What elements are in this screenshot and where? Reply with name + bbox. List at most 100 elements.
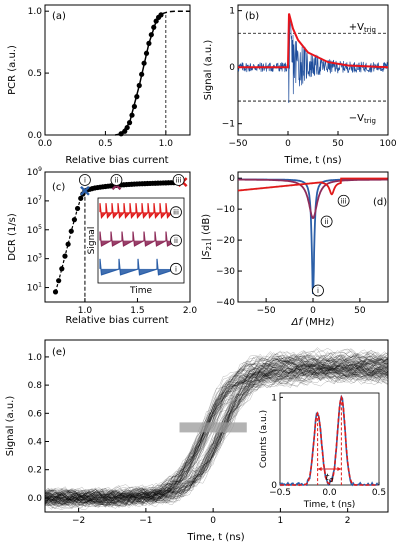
panel-c-inset-label: iii (173, 209, 179, 217)
panel-a-x-tick-label: 0.5 (98, 139, 112, 149)
panel-c-marker-label: iii (176, 177, 182, 185)
panel-c-x-tick-label: 2.0 (183, 306, 198, 316)
panel-d-xlabel: Δf (MHz) (291, 317, 335, 328)
panel-d-curve-i (238, 178, 388, 295)
panel-c-inset-trace (99, 258, 177, 276)
panel-e-label: (e) (52, 347, 66, 358)
panel-c-inset-label: ii (174, 237, 178, 245)
panel-c-data-point (65, 241, 71, 247)
panel-a-data-point (151, 24, 157, 30)
panel-a-x-tick-label: 0.0 (38, 139, 53, 149)
panel-d-x-tick-label: −50 (257, 306, 276, 316)
panel-d-curve-label-circle (312, 284, 324, 297)
panel-e-inset-td-arrowhead (317, 467, 322, 471)
panel-c-y-tick-exponent: 1 (38, 282, 42, 289)
panel-e-x-tick-label: 2 (345, 516, 351, 526)
panel-b-x-tick-label: 0 (285, 139, 291, 149)
panel-c-marker-label-circle (79, 174, 91, 186)
panel-b-ylabel: Signal (a.u.) (203, 40, 214, 101)
panel-c-marker-label: ii (115, 177, 119, 185)
panel-d-curve-label: i (317, 287, 319, 295)
panel-e-inset-x-tick-label: 0.5 (372, 488, 386, 498)
panel-b-x-tick-label: −50 (229, 139, 248, 149)
panel-c-y-tick-exponent: 9 (38, 166, 42, 173)
panel-d-label: (d) (373, 197, 387, 208)
panel-e-inset-td-subscript: d (329, 476, 334, 484)
panel-d-y-tick-label: −40 (216, 298, 235, 308)
panel-c-inset-label-circle (170, 262, 182, 275)
panel-a-data-point (143, 50, 150, 56)
panel-b-threshold-neg-label: −Vtrig (349, 113, 376, 125)
panel-a-data-point (148, 32, 154, 38)
panel-a-data-point (124, 124, 130, 131)
panel-e-trace (44, 354, 389, 507)
panel-e-inset-td-arrowhead (337, 467, 342, 471)
panel-c-y-tick-label: 105 (27, 224, 42, 236)
panel-b-y-tick-label: −1 (222, 120, 235, 130)
panel-c-y-tick-exponent: 5 (38, 224, 42, 231)
panel-c-ylabel: DCR (1/s) (7, 213, 18, 261)
panel-c-inset-trace (99, 231, 178, 247)
panel-c-inset-label: i (175, 265, 177, 273)
panel-e-trace (44, 360, 389, 507)
panel-e-xlabel: Time, t (ns) (186, 532, 244, 543)
panel-c-data-point (71, 217, 78, 223)
panel-d-y-tick-label: −10 (216, 205, 235, 215)
panel-d-curve-label: ii (325, 218, 329, 226)
panel-e-trace (44, 359, 389, 505)
panel-b-y-tick-label: 1 (229, 7, 235, 17)
panel-c-data-point (62, 253, 68, 259)
panel-c-xlabel: Relative bias current (65, 315, 168, 326)
panel-e-trace (44, 368, 389, 509)
panel-b-x-tick-label: 50 (332, 139, 344, 149)
panel-d-ylabel: |S21| (dB) (201, 214, 213, 260)
panel-e-ylabel: Signal (a.u.) (5, 396, 16, 457)
panel-c-data-point (78, 195, 84, 201)
panel-e-x-tick-label: −2 (72, 516, 85, 526)
panel-c-y-tick-exponent: 3 (38, 253, 42, 260)
panel-c-label: (c) (52, 182, 65, 193)
panel-e-trace (44, 350, 389, 506)
panel-d-curve-label-circle (337, 194, 350, 207)
panel-a-data-point (126, 120, 133, 126)
panel-c-inset-label-circle (170, 234, 182, 247)
panel-e-inset-x-tick-label: 0.0 (322, 488, 337, 498)
panel-b-y-tick-label: 0 (229, 63, 235, 73)
panel-e-inset-fit (280, 395, 378, 486)
panel-a: (a) 0.0 0.5 1.0 0.0 0.5 1.0 Relative bias cur… (7, 4, 191, 166)
panel-e-threshold-band (179, 422, 247, 433)
panel-e-inset-y-tick-label: 0 (271, 481, 277, 491)
panel-e-trace (44, 364, 389, 505)
panel-e-inset-td-label: td (326, 473, 335, 484)
panel-a-xlabel: Relative bias current (65, 155, 168, 166)
panel-b-xlabel: Time, t (ns) (283, 155, 341, 166)
panel-c-data-point (59, 266, 65, 272)
panel-a-y-tick-label: 0.5 (28, 69, 42, 79)
panel-c-x-tick-label: 1.5 (130, 306, 144, 316)
panel-a-data-point (158, 12, 164, 18)
panel-e: (e) −2 −1 0 1 2 0.0 0.2 0.4 0.6 0.8 1.0 −0.5 0.0 0.5… (5, 339, 389, 543)
panel-a-data-point (118, 131, 124, 137)
panel-e-trace (44, 362, 389, 507)
panel-e-y-tick-label: 0.0 (28, 494, 43, 504)
panel-c-marker-label-circle (110, 174, 123, 186)
panel-d-curve-label-circle (320, 215, 333, 228)
panel-e-inset-x-tick-label: −0.5 (269, 488, 291, 498)
panel-e-trace (44, 364, 389, 504)
panel-e-trace (44, 349, 389, 505)
panel-c-y-tick-exponent: 7 (38, 195, 42, 202)
panel-c-inset-ylabel: Signal (87, 227, 97, 255)
panel-e-trace (44, 352, 389, 506)
panel-c-cross-marker (80, 185, 90, 196)
panel-c-data-point (56, 278, 62, 284)
panel-d-curve-label: iii (341, 197, 347, 205)
panel-a-data-point (131, 103, 138, 110)
panel-a-data-point (146, 40, 152, 46)
panel-a-frame (44, 4, 191, 136)
panel-e-y-tick-label: 0.2 (28, 466, 42, 476)
panel-e-trace (44, 371, 389, 506)
panel-c-frame (44, 171, 191, 303)
